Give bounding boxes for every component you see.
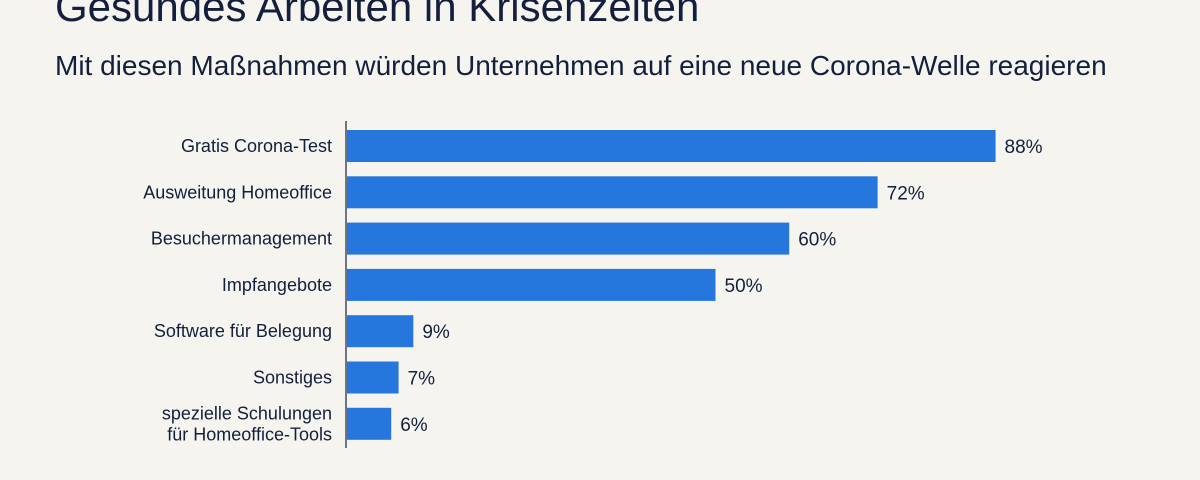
bar: [347, 407, 392, 440]
category-label: Ausweitung Homeoffice: [143, 182, 332, 202]
bar: [347, 268, 716, 301]
bar-value-label: 9%: [422, 322, 450, 343]
category-label: Sonstiges: [253, 368, 332, 388]
bar: [347, 130, 996, 162]
bar-value-label: 60%: [798, 230, 836, 251]
category-label: spezielle Schulungen für Homeoffice-Tools: [162, 403, 332, 444]
bar-value-label: 50%: [725, 276, 763, 297]
chart-title: Gesundes Arbeiten in Krisenzeiten: [55, 0, 700, 30]
bar-value-label: 72%: [887, 183, 925, 204]
bar: [347, 315, 414, 348]
bar: [347, 222, 790, 255]
bars-group: 88% Gratis Corona-Test 72% Ausweitung Homeo…: [143, 130, 1043, 444]
bar: [347, 361, 399, 394]
category-label: Gratis Corona-Test: [181, 136, 332, 156]
bar-value-label: 88%: [1005, 137, 1043, 158]
category-label: Besuchermanagement: [151, 229, 332, 249]
category-label: Software für Belegung: [154, 321, 332, 341]
bar: [347, 176, 878, 209]
chart-subtitle: Mit diesen Maßnahmen würden Unternehmen …: [55, 50, 1107, 81]
bar-value-label: 6%: [400, 415, 428, 436]
category-label: Impfangebote: [222, 275, 332, 295]
bar-value-label: 7%: [408, 369, 436, 390]
